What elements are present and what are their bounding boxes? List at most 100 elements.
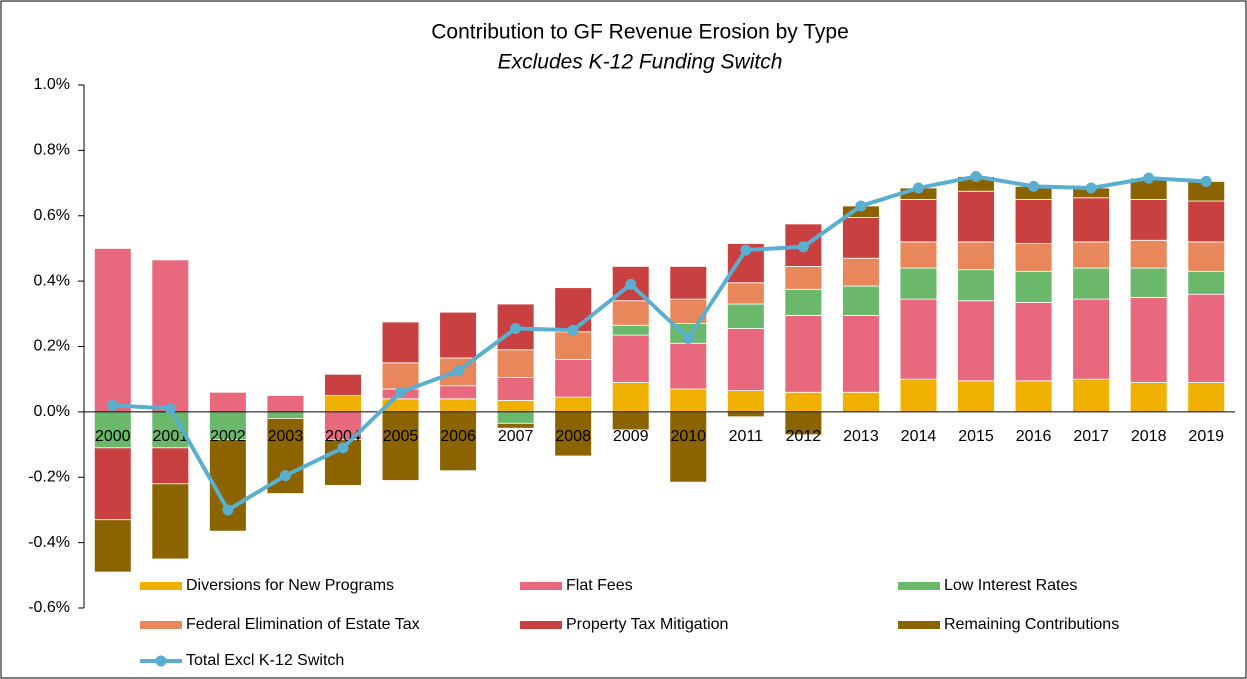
legend-label: Total Excl K-12 Switch: [186, 652, 344, 669]
bar-segment: [93, 248, 132, 413]
line-point: [1085, 182, 1097, 194]
line-point: [970, 171, 982, 183]
bar-segment: [324, 439, 362, 486]
bar-segment: [669, 342, 708, 390]
bar-segment: [784, 391, 823, 413]
line-point: [912, 182, 924, 194]
bar-segment: [899, 241, 938, 269]
bar-segment: [1187, 293, 1226, 383]
x-tick-label: 2013: [843, 428, 879, 445]
x-tick-label: 2017: [1073, 428, 1109, 445]
bar-segment: [669, 266, 708, 300]
bar-segment: [93, 447, 132, 521]
bar-segment: [1187, 382, 1226, 413]
bar-segment: [1014, 301, 1053, 382]
legend-swatch: [520, 621, 562, 629]
x-tick-label: 2007: [498, 428, 534, 445]
line-point: [567, 324, 579, 336]
bar-segment: [381, 362, 420, 390]
bar-segment: [1072, 241, 1110, 269]
line-point: [855, 200, 867, 212]
line-point: [1200, 175, 1212, 187]
bar-segment: [439, 311, 477, 359]
bar-segment: [209, 439, 247, 532]
line-point: [625, 278, 637, 290]
bar-segment: [439, 411, 477, 472]
bar-segment: [1187, 241, 1226, 272]
bar-segment: [611, 334, 650, 383]
bar-segment: [1014, 270, 1053, 303]
bar-segment: [1187, 270, 1226, 295]
bar-segment: [1072, 197, 1110, 243]
line-point: [682, 332, 694, 344]
y-tick-label: 1.0%: [34, 76, 70, 93]
x-tick-label: 2016: [1016, 428, 1052, 445]
bar-segment: [899, 199, 938, 243]
bar-segment: [1072, 298, 1110, 380]
bar-segment: [899, 298, 938, 380]
y-tick-label: 0.8%: [34, 142, 70, 159]
bar-segment: [669, 388, 708, 413]
bar-segment: [324, 373, 362, 396]
y-tick-label: 0.4%: [34, 272, 70, 289]
line-point: [395, 386, 407, 398]
legend-label: Flat Fees: [566, 577, 633, 594]
line-point: [337, 442, 349, 454]
x-tick-label: 2002: [210, 428, 246, 445]
bar-segment: [727, 411, 765, 418]
bar-segment: [611, 382, 650, 413]
y-tick-label: -0.4%: [28, 534, 70, 551]
line-point: [222, 504, 234, 516]
y-tick-label: -0.2%: [28, 468, 70, 485]
bar-segment: [957, 380, 995, 413]
bar-segment: [842, 257, 880, 287]
bar-segment: [554, 331, 592, 360]
bar-segment: [727, 303, 765, 329]
y-tick-label: -0.6%: [28, 599, 70, 616]
bar-segment: [496, 400, 535, 413]
chart-subtitle: Excludes K-12 Funding Switch: [498, 51, 783, 74]
line-point: [797, 241, 809, 253]
line-point: [1028, 180, 1040, 192]
bar-segment: [1014, 380, 1053, 413]
bar-segment: [611, 300, 650, 326]
bar-segment: [611, 324, 650, 336]
legend-label: Federal Elimination of Estate Tax: [186, 616, 420, 633]
legend-swatch: [155, 655, 167, 667]
bar-segment: [554, 359, 592, 398]
y-tick-label: 0.2%: [34, 338, 70, 355]
bar-segment: [1129, 382, 1168, 413]
legend-swatch: [898, 582, 940, 590]
bar-segment: [93, 411, 132, 449]
chart-title: Contribution to GF Revenue Erosion by Ty…: [431, 21, 849, 44]
bar-segment: [1014, 243, 1053, 272]
legend-label: Low Interest Rates: [944, 577, 1077, 594]
bar-segment: [554, 396, 592, 413]
legend-swatch: [140, 621, 182, 629]
bar-segment: [209, 411, 247, 441]
bar-segment: [381, 321, 420, 364]
bar-segment: [784, 288, 823, 316]
bar-segment: [496, 349, 535, 378]
bar-segment: [1072, 267, 1110, 300]
bar-segment: [957, 300, 995, 382]
x-tick-label: 2008: [555, 428, 591, 445]
bar-segment: [957, 269, 995, 302]
bar-segment: [209, 391, 247, 413]
legend-label: Property Tax Mitigation: [566, 616, 728, 633]
bar-segment: [151, 259, 190, 413]
bar-segment: [1072, 378, 1110, 413]
x-tick-label: 2006: [440, 428, 476, 445]
legend-swatch: [520, 582, 562, 590]
bar-segment: [266, 395, 305, 413]
bar-segment: [496, 422, 535, 429]
bar-segment: [1129, 199, 1168, 241]
x-tick-label: 2003: [268, 428, 304, 445]
line-point: [164, 403, 176, 415]
bar-segment: [266, 411, 305, 419]
bar-segment: [439, 385, 477, 400]
bar-segment: [842, 285, 880, 316]
bar-segment: [842, 391, 880, 413]
bar-segment: [554, 411, 592, 457]
